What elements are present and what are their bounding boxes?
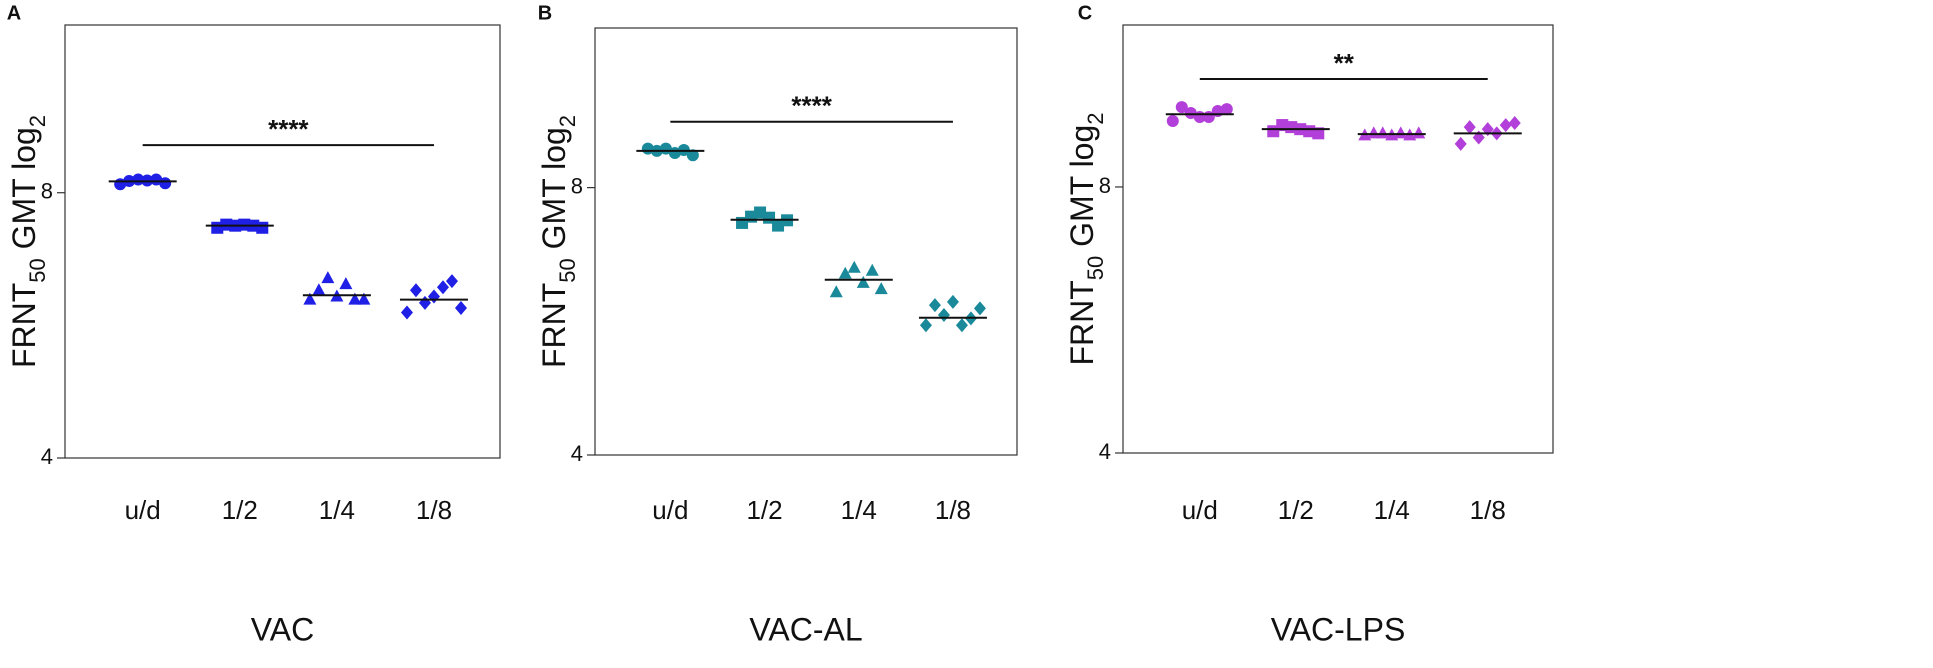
y-tick-label: 4 bbox=[571, 441, 583, 466]
data-point bbox=[919, 318, 932, 333]
data-point bbox=[321, 271, 335, 284]
data-point bbox=[409, 283, 422, 298]
x-axis-label: VAC-LPS bbox=[1271, 611, 1406, 647]
y-axis-label-part: 2 bbox=[1083, 112, 1108, 124]
x-tick-label: 1/2 bbox=[746, 495, 782, 525]
data-point bbox=[838, 266, 852, 279]
data-point bbox=[937, 308, 950, 323]
y-tick-label: 8 bbox=[571, 173, 583, 198]
y-tick-label: 8 bbox=[1099, 173, 1111, 198]
data-point bbox=[1220, 103, 1233, 116]
panel-label: C bbox=[1078, 2, 1092, 24]
y-axis-label: FRNT50 GMT log2 bbox=[1064, 112, 1108, 365]
data-point bbox=[1508, 116, 1521, 131]
data-point bbox=[1499, 118, 1512, 133]
plot-frame bbox=[1122, 24, 1554, 454]
y-axis-label-part: 50 bbox=[25, 258, 50, 282]
panel-label: B bbox=[538, 2, 552, 24]
data-point bbox=[955, 318, 968, 333]
x-tick-label: 1/8 bbox=[935, 495, 971, 525]
panel-label: A bbox=[7, 2, 21, 24]
data-point bbox=[856, 275, 870, 288]
data-point bbox=[865, 263, 879, 276]
data-point bbox=[312, 283, 326, 296]
plot-frame bbox=[64, 24, 501, 459]
x-tick-label: 1/4 bbox=[319, 495, 355, 525]
y-axis-label-part: 2 bbox=[555, 115, 580, 127]
y-axis-label-part: 2 bbox=[25, 115, 50, 127]
x-axis-label: VAC bbox=[251, 611, 314, 647]
x-axis-label: VAC-AL bbox=[749, 611, 862, 647]
y-axis-label-part: GMT log bbox=[536, 127, 572, 258]
y-tick-label: 4 bbox=[1099, 439, 1111, 464]
x-tick-label: u/d bbox=[125, 495, 161, 525]
significance-label: **** bbox=[268, 114, 309, 144]
data-point bbox=[1312, 127, 1325, 140]
x-tick-label: u/d bbox=[652, 495, 688, 525]
data-point bbox=[436, 280, 449, 295]
data-point bbox=[339, 277, 353, 290]
data-point bbox=[1166, 115, 1179, 128]
data-point bbox=[150, 173, 163, 186]
data-point bbox=[1276, 119, 1289, 132]
data-point bbox=[1454, 136, 1467, 151]
x-tick-label: 1/2 bbox=[222, 495, 258, 525]
data-point bbox=[686, 149, 699, 162]
data-point bbox=[427, 289, 440, 304]
y-axis-label: FRNT50 GMT log2 bbox=[6, 115, 50, 368]
plot-frame bbox=[594, 27, 1018, 456]
data-point bbox=[445, 274, 458, 289]
data-point bbox=[357, 292, 371, 305]
x-tick-label: 1/8 bbox=[416, 495, 452, 525]
x-tick-label: u/d bbox=[1182, 495, 1218, 525]
data-point bbox=[1463, 120, 1476, 135]
data-point bbox=[1303, 125, 1316, 138]
y-tick-label: 4 bbox=[41, 444, 53, 469]
data-point bbox=[454, 300, 467, 315]
data-point bbox=[1267, 125, 1280, 138]
x-tick-label: 1/4 bbox=[1374, 495, 1410, 525]
y-axis-label-part: 50 bbox=[555, 258, 580, 282]
x-tick-label: 1/2 bbox=[1278, 495, 1314, 525]
data-point bbox=[1376, 126, 1390, 139]
data-point bbox=[159, 177, 172, 190]
data-point bbox=[1394, 126, 1408, 139]
y-axis-label-part: FRNT bbox=[536, 283, 572, 368]
x-tick-label: 1/8 bbox=[1470, 495, 1506, 525]
data-point bbox=[874, 282, 888, 295]
data-point bbox=[973, 301, 986, 316]
y-tick-label: 8 bbox=[41, 179, 53, 204]
x-tick-label: 1/4 bbox=[841, 495, 877, 525]
y-axis-label-part: FRNT bbox=[1064, 280, 1100, 365]
data-point bbox=[418, 295, 431, 310]
y-axis-label: FRNT50 GMT log2 bbox=[536, 115, 580, 368]
data-point bbox=[829, 285, 843, 298]
y-axis-label-part: 50 bbox=[1083, 256, 1108, 280]
data-point bbox=[400, 305, 413, 320]
y-axis-label-part: FRNT bbox=[6, 283, 42, 368]
data-point bbox=[1184, 107, 1197, 120]
data-point bbox=[928, 298, 941, 313]
data-point bbox=[132, 173, 145, 186]
data-point bbox=[847, 260, 861, 273]
data-point bbox=[303, 292, 317, 305]
significance-label: ** bbox=[1334, 48, 1355, 78]
data-point bbox=[256, 221, 269, 234]
data-point bbox=[1412, 126, 1426, 139]
data-point bbox=[348, 292, 362, 305]
significance-label: **** bbox=[791, 91, 832, 121]
data-point bbox=[946, 294, 959, 309]
y-axis-label-part: GMT log bbox=[1064, 125, 1100, 256]
data-point bbox=[1175, 101, 1188, 114]
data-point bbox=[1367, 126, 1381, 139]
y-axis-label-part: GMT log bbox=[6, 127, 42, 258]
